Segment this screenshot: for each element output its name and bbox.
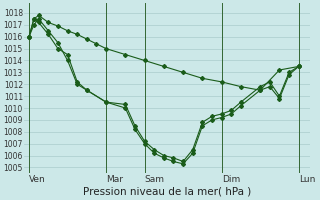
X-axis label: Pression niveau de la mer( hPa ): Pression niveau de la mer( hPa ) (83, 187, 251, 197)
